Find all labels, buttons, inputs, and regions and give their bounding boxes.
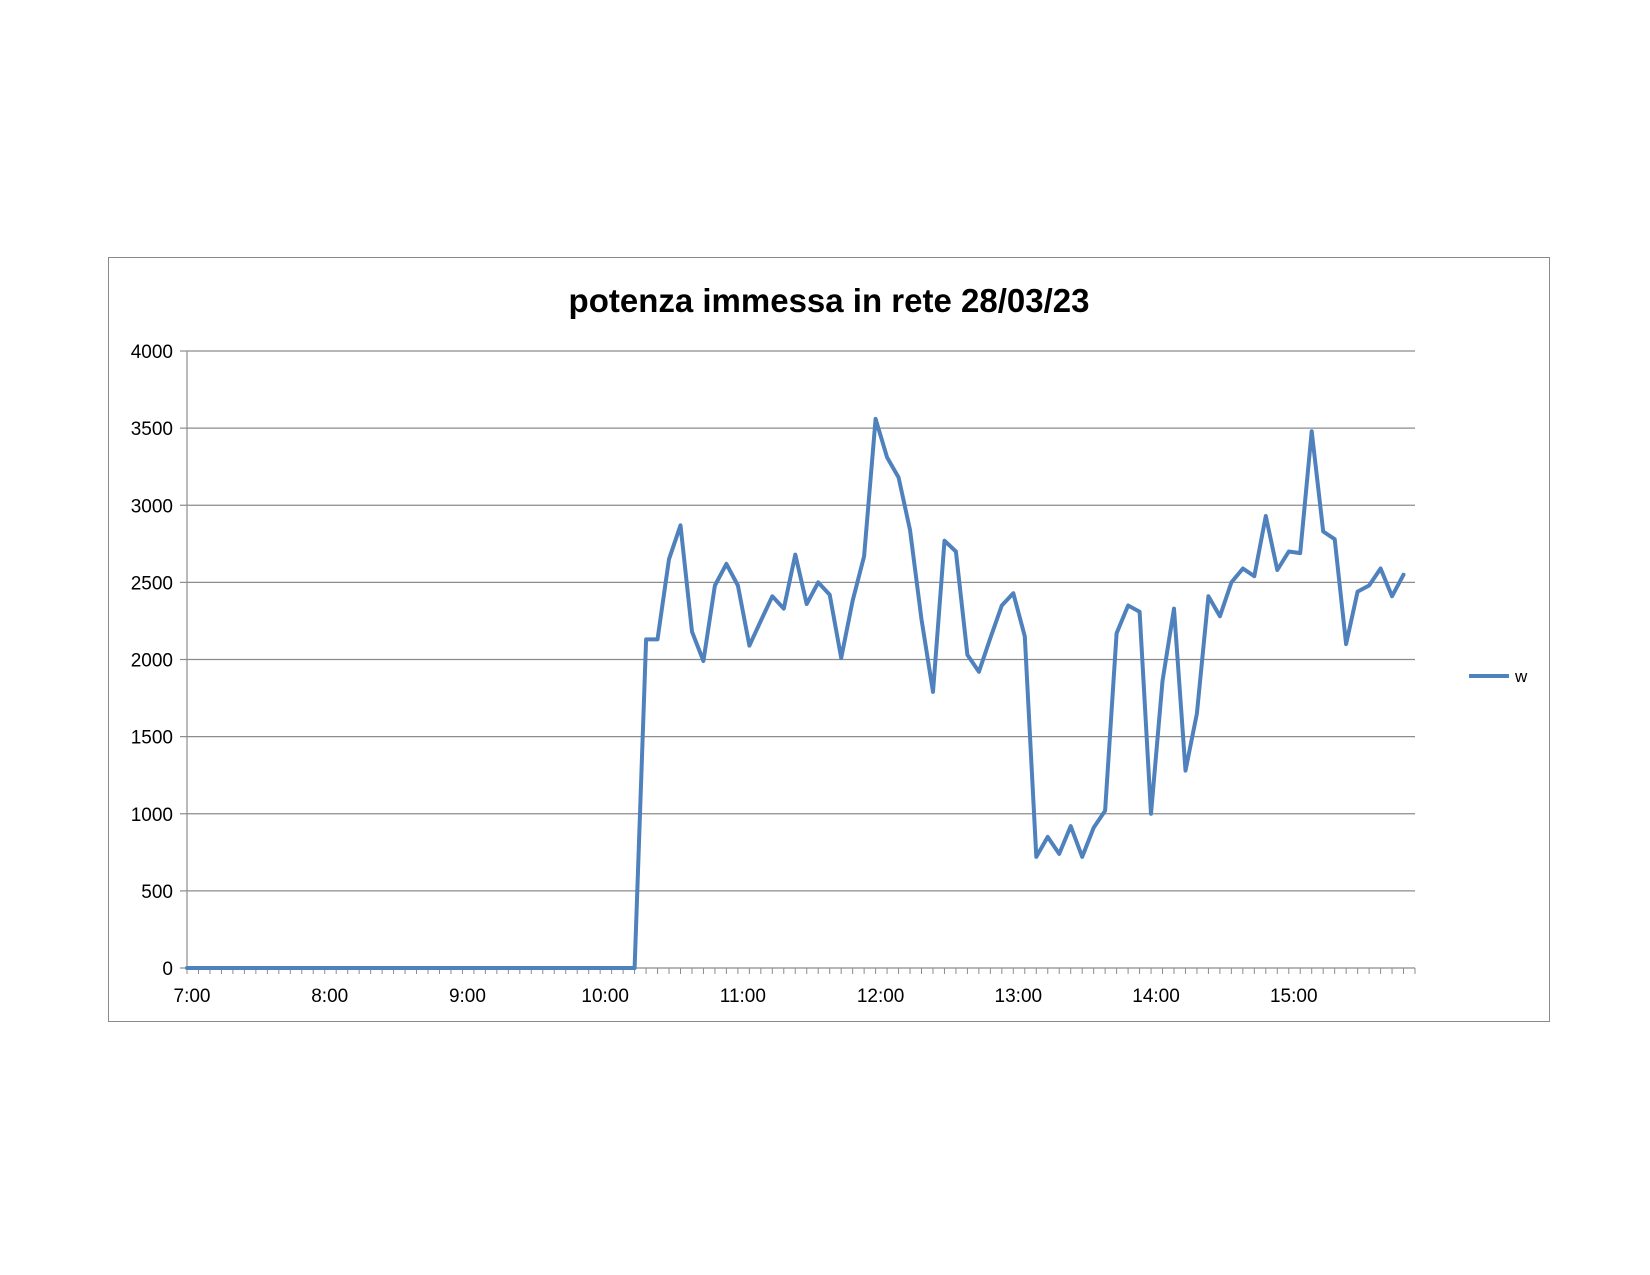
series-layer [185, 416, 1406, 970]
y-tick-label-1000: 1000 [131, 805, 173, 826]
chart-frame: potenza immessa in rete 28/03/23 0 500 100… [108, 257, 1550, 1022]
x-tick-label-11-00: 11:00 [720, 986, 766, 1007]
y-tick-label-2000: 2000 [131, 651, 173, 672]
x-tick-label-14-00: 14:00 [1132, 986, 1180, 1007]
gridlines [187, 350, 1415, 892]
x-tick-label-9-00: 9:00 [449, 986, 486, 1007]
chart-title: potenza immessa in rete 28/03/23 [568, 282, 1090, 319]
y-tick-label-0: 0 [162, 959, 173, 980]
y-tick-label-500: 500 [141, 882, 173, 903]
legend: w [1469, 667, 1528, 686]
x-tick-label-10-00: 10:00 [581, 986, 629, 1007]
axes: 0 500 1000 1500 2000 2500 3000 3500 4000 7:00 8:00… [131, 342, 1416, 1007]
chart-svg: 0 500 1000 1500 2000 2500 3000 3500 4000 7:00 8:00… [131, 342, 1528, 1007]
y-tick-label-3500: 3500 [131, 419, 173, 440]
y-tick-label-3000: 3000 [131, 496, 173, 517]
x-tick-label-13-00: 13:00 [995, 986, 1043, 1007]
legend-label-w: w [1514, 667, 1528, 686]
y-tick-label-4000: 4000 [131, 342, 173, 363]
x-tick-label-15-00: 15:00 [1270, 986, 1318, 1007]
x-tick-label-8-00: 8:00 [311, 986, 348, 1007]
y-tick-label-1500: 1500 [131, 728, 173, 749]
y-tick-label-2500: 2500 [131, 573, 173, 594]
series-line-w [185, 416, 1406, 970]
x-tick-label-7-00: 7:00 [174, 986, 211, 1007]
x-tick-label-12-00: 12:00 [857, 986, 905, 1007]
